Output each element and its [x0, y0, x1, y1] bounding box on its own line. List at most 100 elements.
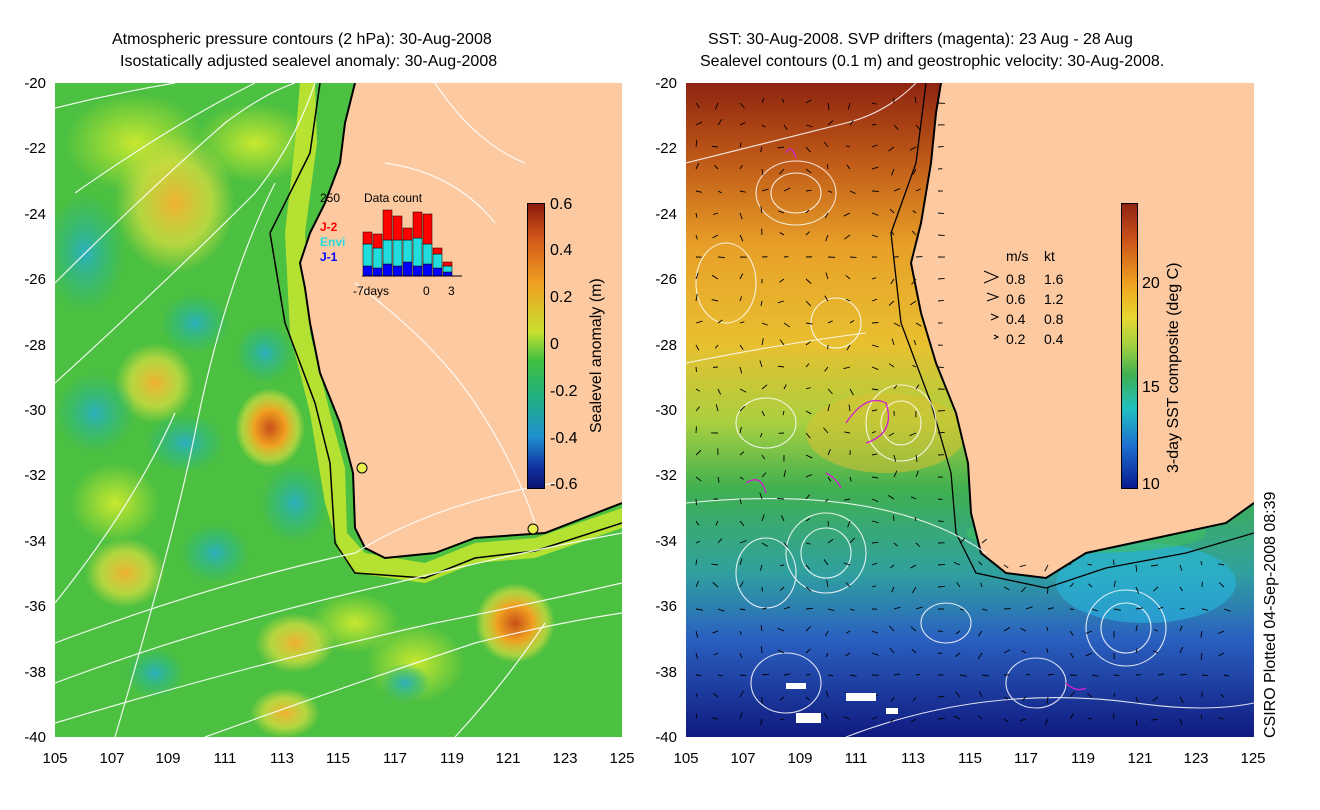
- velocity-arrow: [827, 404, 831, 412]
- velocity-arrow: [955, 630, 961, 635]
- inset-xlabel-zero: 0: [423, 284, 430, 298]
- velocity-arrow: [849, 120, 854, 126]
- left-ytick: -34: [24, 533, 46, 550]
- velocity-arrow: [760, 718, 763, 725]
- velocity-arrow: [824, 212, 829, 219]
- velocity-arrow: [717, 538, 723, 544]
- velocity-arrow: [1179, 696, 1184, 704]
- velocity-arrow: [805, 586, 812, 592]
- velocity-arrow: [826, 580, 829, 588]
- velocity-arrow: [871, 388, 879, 391]
- velocity-arrow: [845, 582, 851, 588]
- velocity-arrow: [845, 630, 851, 634]
- velocity-arrow: [805, 99, 812, 104]
- velocity-arrow: [759, 360, 763, 368]
- velocity-arrow: [717, 190, 722, 194]
- velocity-arrow: [805, 168, 812, 174]
- velocity-arrow: [717, 256, 725, 258]
- velocity-arrow: [937, 563, 946, 566]
- inset-bar: [382, 239, 393, 265]
- velocity-arrow: [695, 272, 699, 280]
- velocity-arrow: [739, 652, 743, 659]
- velocity-legend-kt: kt: [1044, 248, 1055, 264]
- velocity-arrow: [1046, 626, 1049, 632]
- velocity-arrow: [823, 427, 829, 434]
- velocity-arrow: [1091, 608, 1098, 612]
- velocity-arrow: [779, 232, 785, 236]
- inset-bar: [432, 253, 443, 269]
- velocity-arrow: [910, 496, 917, 500]
- velocity-arrow: [915, 470, 919, 478]
- velocity-arrow: [1087, 717, 1093, 720]
- velocity-arrow: [827, 449, 831, 456]
- velocity-arrow: [1223, 608, 1231, 612]
- inset-legend-j2: J-2: [320, 220, 338, 234]
- velocity-arrow: [937, 696, 945, 698]
- velocity-arrow: [1201, 608, 1209, 611]
- velocity-arrow: [827, 102, 830, 110]
- velocity-arrow: [760, 564, 763, 571]
- right-xtick: 115: [958, 750, 982, 767]
- velocity-arrow: [953, 561, 961, 566]
- velocity-arrow: [695, 476, 702, 482]
- velocity-arrow: [1003, 649, 1010, 654]
- velocity-legend-arrows: [983, 270, 1000, 340]
- velocity-arrow: [824, 366, 829, 372]
- velocity-arrow: [739, 212, 743, 220]
- left-cb-tick-3: 0: [550, 336, 559, 353]
- velocity-arrow: [955, 691, 961, 698]
- left-ytick: -22: [24, 140, 46, 157]
- velocity-arrow: [909, 432, 917, 437]
- velocity-arrow: [871, 585, 877, 588]
- velocity-arrow: [910, 300, 917, 306]
- velocity-arrow: [845, 298, 851, 302]
- velocity-arrow: [717, 476, 720, 483]
- velocity-arrow: [779, 564, 785, 567]
- velocity-arrow: [780, 515, 785, 522]
- velocity-arrow: [912, 168, 917, 175]
- velocity-arrow: [1200, 652, 1203, 660]
- velocity-arrow: [954, 652, 961, 658]
- velocity-arrow: [1020, 586, 1027, 593]
- velocity-arrow: [911, 230, 917, 236]
- velocity-arrow: [715, 344, 719, 349]
- velocity-arrow: [1044, 718, 1049, 726]
- velocity-arrow: [915, 322, 922, 327]
- inset-bar: [422, 243, 433, 265]
- velocity-arrow: [695, 693, 698, 698]
- velocity-arrow: [1153, 650, 1159, 654]
- velocity-arrow: [805, 542, 811, 545]
- inset-bar: [442, 261, 453, 267]
- inset-xlabel-end: 3: [448, 284, 455, 298]
- right-ytick: -32: [655, 467, 677, 484]
- velocity-arrow: [1003, 564, 1009, 569]
- velocity-arrow: [739, 451, 745, 456]
- inset-bar: [402, 239, 413, 263]
- velocity-arrow: [979, 691, 983, 698]
- cloud-mask: [786, 683, 898, 723]
- velocity-arrow: [1003, 627, 1011, 632]
- left-xtick: 117: [383, 750, 407, 767]
- right-ytick: -22: [655, 140, 677, 157]
- velocity-arrow: [805, 146, 811, 153]
- velocity-arrow: [1154, 629, 1159, 632]
- velocity-arrow: [871, 498, 879, 503]
- velocity-arrow: [871, 453, 878, 456]
- velocity-arrow: [843, 212, 851, 217]
- inset-bar: [372, 267, 383, 277]
- velocity-arrow: [1135, 718, 1138, 726]
- velocity-arrow: [937, 277, 945, 280]
- velocity-arrow: [760, 146, 763, 153]
- right-xtick: 105: [673, 750, 699, 767]
- velocity-arrow: [1179, 625, 1183, 632]
- velocity-arrow: [845, 274, 851, 280]
- velocity-arrow: [977, 652, 983, 660]
- velocity-arrow: [1085, 630, 1093, 634]
- velocity-arrow: [805, 124, 813, 128]
- velocity-arrow: [779, 586, 785, 591]
- right-ytick: -28: [655, 337, 677, 354]
- velocity-arrow: [1152, 696, 1159, 702]
- velocity-arrow: [805, 607, 814, 610]
- velocity-arrow: [711, 717, 719, 720]
- left-xtick: 111: [213, 750, 237, 767]
